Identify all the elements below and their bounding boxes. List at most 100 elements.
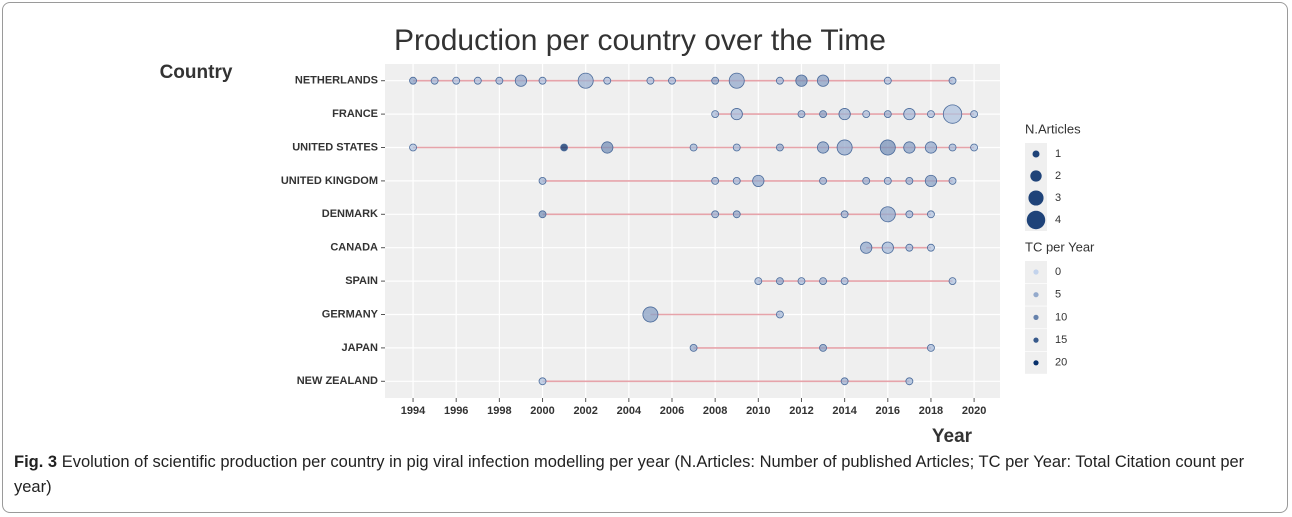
point bbox=[948, 143, 957, 152]
x-tick-label: 2002 bbox=[573, 405, 597, 417]
x-tick-label: 2000 bbox=[530, 405, 554, 417]
legend-label: 15 bbox=[1055, 334, 1067, 346]
point bbox=[689, 343, 698, 352]
point bbox=[730, 108, 743, 121]
point bbox=[711, 110, 720, 118]
point bbox=[862, 176, 871, 185]
point bbox=[538, 76, 547, 85]
point bbox=[603, 76, 612, 85]
legend-symbol bbox=[1033, 337, 1039, 343]
point bbox=[819, 110, 827, 118]
point bbox=[927, 243, 935, 252]
legend-title: N.Articles bbox=[1025, 121, 1081, 136]
y-tick-label: GERMANY bbox=[322, 308, 379, 320]
legend-title: TC per Year bbox=[1025, 239, 1095, 254]
point bbox=[840, 377, 849, 386]
x-tick-label: 1994 bbox=[401, 405, 426, 417]
point bbox=[883, 76, 892, 85]
chart: Production per country over the Time Cou… bbox=[160, 24, 1095, 445]
point bbox=[879, 206, 896, 223]
point bbox=[473, 76, 482, 85]
point bbox=[752, 174, 765, 187]
legend-label: 1 bbox=[1055, 148, 1061, 160]
caption-label: Fig. 3 bbox=[14, 453, 58, 471]
y-tick-label: DENMARK bbox=[322, 208, 378, 220]
plot-background bbox=[385, 64, 1000, 398]
point bbox=[538, 210, 547, 219]
legend-symbol bbox=[1033, 269, 1039, 275]
point bbox=[838, 108, 851, 121]
point bbox=[409, 76, 417, 85]
point bbox=[668, 76, 676, 85]
point bbox=[797, 277, 806, 286]
point bbox=[795, 74, 808, 87]
x-axis-label: Year bbox=[932, 426, 973, 445]
y-tick-label: UNITED KINGDOM bbox=[281, 175, 378, 187]
point bbox=[942, 104, 963, 124]
point bbox=[905, 210, 914, 219]
point bbox=[711, 176, 720, 185]
point bbox=[732, 143, 741, 152]
point bbox=[903, 141, 916, 154]
point bbox=[711, 210, 720, 219]
point bbox=[819, 343, 827, 352]
y-tick-label: NETHERLANDS bbox=[295, 75, 378, 87]
point bbox=[862, 110, 871, 118]
point bbox=[816, 74, 830, 87]
point bbox=[927, 343, 935, 352]
y-tick-label: FRANCE bbox=[332, 108, 378, 120]
x-tick-label: 2020 bbox=[962, 405, 986, 417]
x-tick-label: 2004 bbox=[617, 405, 642, 417]
chart-title: Production per country over the Time bbox=[394, 24, 886, 57]
point bbox=[711, 76, 720, 85]
point bbox=[879, 139, 896, 156]
point bbox=[538, 176, 547, 185]
point bbox=[860, 241, 873, 254]
point bbox=[970, 143, 979, 152]
x-tick-label: 2014 bbox=[832, 405, 857, 417]
point bbox=[538, 377, 547, 386]
point bbox=[775, 277, 784, 286]
y-tick-label: SPAIN bbox=[345, 275, 378, 287]
legend-symbol bbox=[1028, 190, 1044, 206]
y-axis-label: Country bbox=[160, 62, 233, 83]
point bbox=[495, 76, 504, 85]
point bbox=[430, 76, 439, 85]
legend-symbol bbox=[1032, 150, 1040, 158]
caption-text: Evolution of scientific production per c… bbox=[14, 453, 1245, 496]
point bbox=[409, 143, 417, 152]
y-tick-label: NEW ZEALAND bbox=[297, 375, 378, 387]
legend-label: 4 bbox=[1055, 214, 1061, 226]
point bbox=[732, 176, 741, 185]
point bbox=[927, 210, 935, 219]
legend-symbol bbox=[1033, 314, 1039, 320]
point bbox=[927, 110, 935, 118]
legend-label: 0 bbox=[1055, 266, 1061, 278]
x-tick-label: 2018 bbox=[919, 405, 943, 417]
point bbox=[948, 277, 957, 286]
legend-symbol bbox=[1030, 170, 1042, 182]
point bbox=[775, 76, 784, 85]
point bbox=[924, 141, 938, 154]
point bbox=[881, 241, 894, 254]
point bbox=[840, 210, 849, 219]
point bbox=[452, 76, 461, 85]
point bbox=[514, 74, 528, 87]
legend-label: 10 bbox=[1055, 311, 1067, 323]
y-tick-label: CANADA bbox=[330, 242, 378, 254]
point bbox=[948, 76, 957, 85]
point bbox=[577, 72, 594, 89]
legend-symbol bbox=[1026, 210, 1046, 230]
legend-symbol bbox=[1033, 360, 1039, 366]
point bbox=[775, 310, 784, 319]
point bbox=[816, 141, 830, 154]
x-tick-label: 2010 bbox=[746, 405, 770, 417]
x-tick-label: 2008 bbox=[703, 405, 727, 417]
point bbox=[883, 110, 892, 118]
point bbox=[728, 72, 745, 89]
point bbox=[840, 277, 849, 286]
point bbox=[646, 76, 655, 85]
x-tick-label: 2006 bbox=[660, 405, 684, 417]
